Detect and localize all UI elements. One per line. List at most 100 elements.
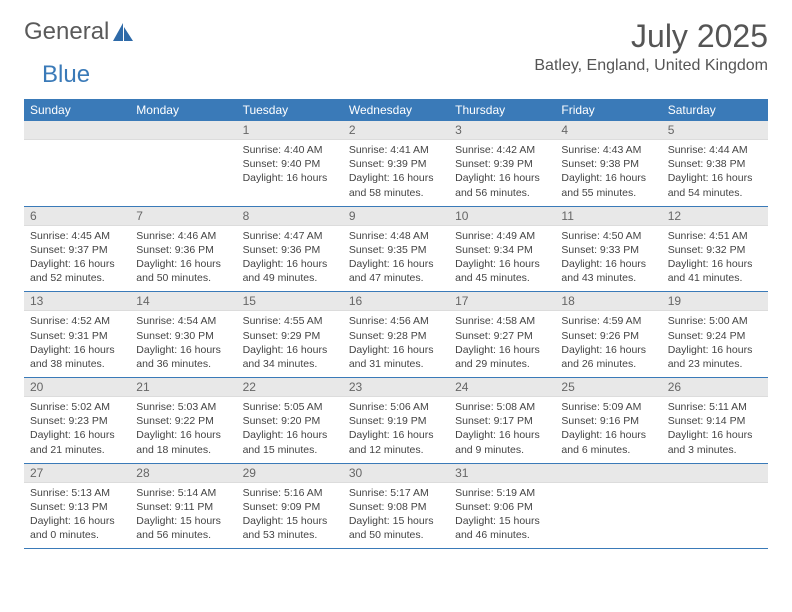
day-number: 12 <box>662 207 768 226</box>
day-body: Sunrise: 4:58 AMSunset: 9:27 PMDaylight:… <box>449 311 555 377</box>
calendar-day-cell: 9Sunrise: 4:48 AMSunset: 9:35 PMDaylight… <box>343 206 449 292</box>
calendar-day-cell: 28Sunrise: 5:14 AMSunset: 9:11 PMDayligh… <box>130 463 236 549</box>
daylight-line: Daylight: 15 hours and 46 minutes. <box>455 514 549 542</box>
calendar-day-cell <box>130 121 236 206</box>
weekday-header: Sunday <box>24 99 130 121</box>
sunrise-line: Sunrise: 4:51 AM <box>668 229 762 243</box>
daylight-line: Daylight: 16 hours and 43 minutes. <box>561 257 655 285</box>
daylight-line: Daylight: 16 hours and 55 minutes. <box>561 171 655 199</box>
day-number: 28 <box>130 464 236 483</box>
day-body: Sunrise: 5:08 AMSunset: 9:17 PMDaylight:… <box>449 397 555 463</box>
logo-text-general: General <box>24 18 109 46</box>
day-body: Sunrise: 5:09 AMSunset: 9:16 PMDaylight:… <box>555 397 661 463</box>
day-body: Sunrise: 4:52 AMSunset: 9:31 PMDaylight:… <box>24 311 130 377</box>
sunset-line: Sunset: 9:26 PM <box>561 329 655 343</box>
day-body: Sunrise: 5:19 AMSunset: 9:06 PMDaylight:… <box>449 483 555 549</box>
day-body: Sunrise: 5:16 AMSunset: 9:09 PMDaylight:… <box>237 483 343 549</box>
day-number: 7 <box>130 207 236 226</box>
sunset-line: Sunset: 9:39 PM <box>455 157 549 171</box>
sunrise-line: Sunrise: 4:55 AM <box>243 314 337 328</box>
day-body: Sunrise: 5:13 AMSunset: 9:13 PMDaylight:… <box>24 483 130 549</box>
sunset-line: Sunset: 9:33 PM <box>561 243 655 257</box>
sunset-line: Sunset: 9:16 PM <box>561 414 655 428</box>
calendar-day-cell: 13Sunrise: 4:52 AMSunset: 9:31 PMDayligh… <box>24 292 130 378</box>
title-block: July 2025 Batley, England, United Kingdo… <box>534 18 768 75</box>
day-number: 6 <box>24 207 130 226</box>
day-body <box>662 483 768 506</box>
sunrise-line: Sunrise: 4:44 AM <box>668 143 762 157</box>
location-title: Batley, England, United Kingdom <box>534 57 768 75</box>
calendar-day-cell: 8Sunrise: 4:47 AMSunset: 9:36 PMDaylight… <box>237 206 343 292</box>
daylight-line: Daylight: 16 hours and 54 minutes. <box>668 171 762 199</box>
weekday-header-row: Sunday Monday Tuesday Wednesday Thursday… <box>24 99 768 121</box>
daylight-line: Daylight: 16 hours and 23 minutes. <box>668 343 762 371</box>
daylight-line: Daylight: 16 hours and 29 minutes. <box>455 343 549 371</box>
sunset-line: Sunset: 9:17 PM <box>455 414 549 428</box>
day-number: 23 <box>343 378 449 397</box>
sunset-line: Sunset: 9:36 PM <box>243 243 337 257</box>
sunrise-line: Sunrise: 4:43 AM <box>561 143 655 157</box>
sunrise-line: Sunrise: 5:08 AM <box>455 400 549 414</box>
day-number: 21 <box>130 378 236 397</box>
calendar-day-cell: 25Sunrise: 5:09 AMSunset: 9:16 PMDayligh… <box>555 378 661 464</box>
calendar-week-row: 27Sunrise: 5:13 AMSunset: 9:13 PMDayligh… <box>24 463 768 549</box>
daylight-line: Daylight: 16 hours and 6 minutes. <box>561 428 655 456</box>
calendar-day-cell: 3Sunrise: 4:42 AMSunset: 9:39 PMDaylight… <box>449 121 555 206</box>
day-body: Sunrise: 5:02 AMSunset: 9:23 PMDaylight:… <box>24 397 130 463</box>
day-number: 17 <box>449 292 555 311</box>
sunrise-line: Sunrise: 5:13 AM <box>30 486 124 500</box>
sunrise-line: Sunrise: 4:59 AM <box>561 314 655 328</box>
sunrise-line: Sunrise: 5:00 AM <box>668 314 762 328</box>
sunset-line: Sunset: 9:36 PM <box>136 243 230 257</box>
day-body: Sunrise: 5:11 AMSunset: 9:14 PMDaylight:… <box>662 397 768 463</box>
day-number: 15 <box>237 292 343 311</box>
day-body: Sunrise: 4:51 AMSunset: 9:32 PMDaylight:… <box>662 226 768 292</box>
calendar-day-cell: 16Sunrise: 4:56 AMSunset: 9:28 PMDayligh… <box>343 292 449 378</box>
sunset-line: Sunset: 9:31 PM <box>30 329 124 343</box>
sunrise-line: Sunrise: 5:19 AM <box>455 486 549 500</box>
sunrise-line: Sunrise: 4:46 AM <box>136 229 230 243</box>
sunrise-line: Sunrise: 4:45 AM <box>30 229 124 243</box>
day-body: Sunrise: 5:03 AMSunset: 9:22 PMDaylight:… <box>130 397 236 463</box>
calendar-day-cell: 18Sunrise: 4:59 AMSunset: 9:26 PMDayligh… <box>555 292 661 378</box>
weekday-header: Wednesday <box>343 99 449 121</box>
day-body: Sunrise: 4:41 AMSunset: 9:39 PMDaylight:… <box>343 140 449 206</box>
daylight-line: Daylight: 16 hours and 47 minutes. <box>349 257 443 285</box>
day-body: Sunrise: 4:40 AMSunset: 9:40 PMDaylight:… <box>237 140 343 192</box>
calendar-day-cell <box>24 121 130 206</box>
daylight-line: Daylight: 16 hours and 9 minutes. <box>455 428 549 456</box>
daylight-line: Daylight: 16 hours and 15 minutes. <box>243 428 337 456</box>
day-body: Sunrise: 5:06 AMSunset: 9:19 PMDaylight:… <box>343 397 449 463</box>
weekday-header: Saturday <box>662 99 768 121</box>
sunset-line: Sunset: 9:39 PM <box>349 157 443 171</box>
day-number: 22 <box>237 378 343 397</box>
day-number: 1 <box>237 121 343 140</box>
logo: General <box>24 18 137 46</box>
calendar-day-cell: 21Sunrise: 5:03 AMSunset: 9:22 PMDayligh… <box>130 378 236 464</box>
sunrise-line: Sunrise: 4:48 AM <box>349 229 443 243</box>
daylight-line: Daylight: 16 hours and 3 minutes. <box>668 428 762 456</box>
sunset-line: Sunset: 9:19 PM <box>349 414 443 428</box>
calendar-day-cell: 22Sunrise: 5:05 AMSunset: 9:20 PMDayligh… <box>237 378 343 464</box>
day-body: Sunrise: 4:47 AMSunset: 9:36 PMDaylight:… <box>237 226 343 292</box>
calendar-week-row: 6Sunrise: 4:45 AMSunset: 9:37 PMDaylight… <box>24 206 768 292</box>
day-body: Sunrise: 4:46 AMSunset: 9:36 PMDaylight:… <box>130 226 236 292</box>
calendar-day-cell <box>555 463 661 549</box>
sunset-line: Sunset: 9:11 PM <box>136 500 230 514</box>
daylight-line: Daylight: 16 hours and 58 minutes. <box>349 171 443 199</box>
calendar-week-row: 13Sunrise: 4:52 AMSunset: 9:31 PMDayligh… <box>24 292 768 378</box>
calendar-day-cell: 24Sunrise: 5:08 AMSunset: 9:17 PMDayligh… <box>449 378 555 464</box>
daylight-line: Daylight: 16 hours and 26 minutes. <box>561 343 655 371</box>
calendar-day-cell: 5Sunrise: 4:44 AMSunset: 9:38 PMDaylight… <box>662 121 768 206</box>
daylight-line: Daylight: 15 hours and 56 minutes. <box>136 514 230 542</box>
sunrise-line: Sunrise: 5:05 AM <box>243 400 337 414</box>
daylight-line: Daylight: 15 hours and 53 minutes. <box>243 514 337 542</box>
daylight-line: Daylight: 16 hours and 31 minutes. <box>349 343 443 371</box>
sunrise-line: Sunrise: 4:56 AM <box>349 314 443 328</box>
calendar-day-cell: 7Sunrise: 4:46 AMSunset: 9:36 PMDaylight… <box>130 206 236 292</box>
calendar-day-cell: 30Sunrise: 5:17 AMSunset: 9:08 PMDayligh… <box>343 463 449 549</box>
sunrise-line: Sunrise: 4:41 AM <box>349 143 443 157</box>
day-number: 4 <box>555 121 661 140</box>
sunset-line: Sunset: 9:28 PM <box>349 329 443 343</box>
day-number: 8 <box>237 207 343 226</box>
